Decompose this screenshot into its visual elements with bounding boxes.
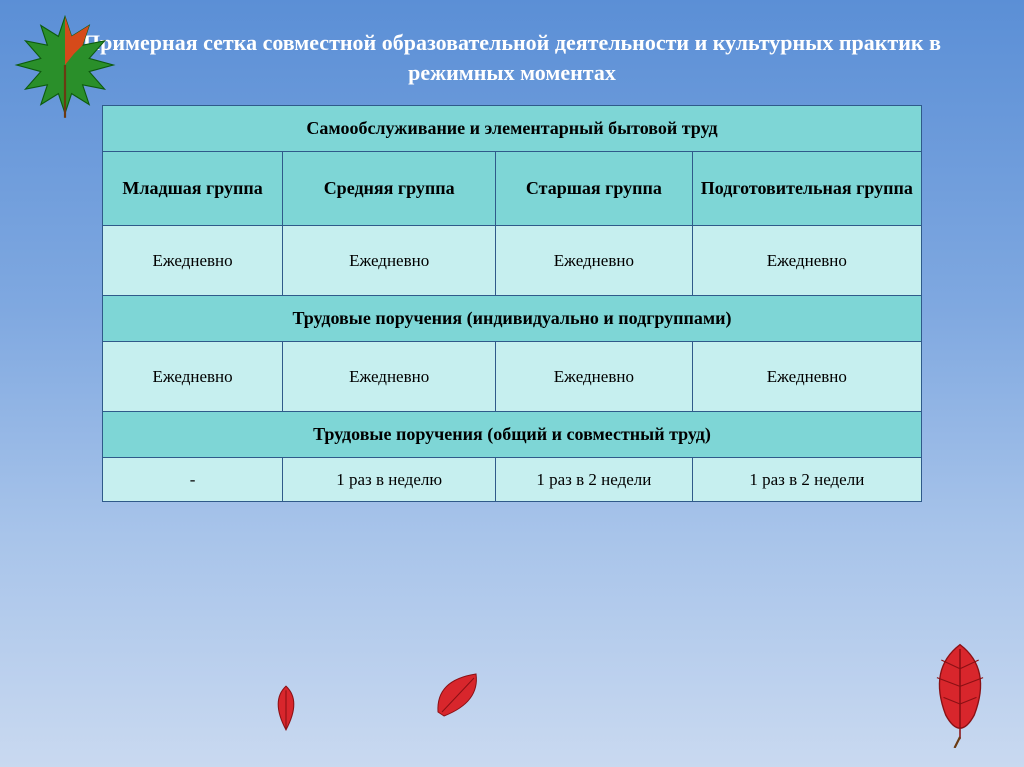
- maple-leaf-icon: [10, 10, 120, 125]
- table-column-header: Подготовительная группа: [692, 152, 921, 226]
- table-cell: Ежедневно: [496, 342, 693, 412]
- table-column-header: Старшая группа: [496, 152, 693, 226]
- table-cell: Ежедневно: [103, 342, 283, 412]
- table-cell: Ежедневно: [692, 342, 921, 412]
- leaf-icon: [430, 668, 490, 727]
- table-column-header: Средняя группа: [283, 152, 496, 226]
- table-cell: Ежедневно: [496, 226, 693, 296]
- table-section-header: Трудовые поручения (индивидуально и подг…: [103, 296, 922, 342]
- leaf-icon: [260, 682, 312, 739]
- table-section-header: Самообслуживание и элементарный бытовой …: [103, 106, 922, 152]
- table-cell: Ежедневно: [692, 226, 921, 296]
- schedule-table: Самообслуживание и элементарный бытовой …: [102, 105, 922, 502]
- leaf-icon: [910, 638, 1010, 753]
- table-cell: -: [103, 458, 283, 502]
- page-title: Примерная сетка совместной образовательн…: [0, 0, 1024, 105]
- table-column-header: Младшая группа: [103, 152, 283, 226]
- table-cell: 1 раз в 2 недели: [496, 458, 693, 502]
- table-section-header: Трудовые поручения (общий и совместный т…: [103, 412, 922, 458]
- table-cell: 1 раз в неделю: [283, 458, 496, 502]
- table-cell: Ежедневно: [283, 342, 496, 412]
- table-cell: 1 раз в 2 недели: [692, 458, 921, 502]
- table-cell: Ежедневно: [103, 226, 283, 296]
- table-cell: Ежедневно: [283, 226, 496, 296]
